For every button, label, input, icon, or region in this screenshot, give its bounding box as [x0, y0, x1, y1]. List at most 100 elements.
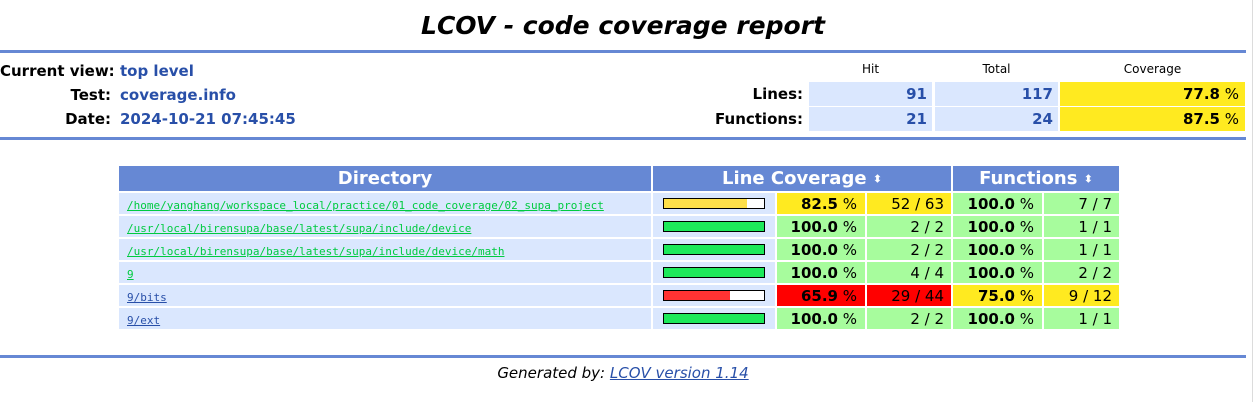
table-row: 9 100.0 % 4 / 4 100.0 % 2 / 2 [119, 262, 1119, 283]
footer-divider [0, 355, 1246, 358]
header-divider [0, 137, 1246, 140]
title-divider [0, 50, 1246, 53]
test-label: Test: [70, 86, 111, 104]
coverage-bar [663, 313, 765, 324]
line-coverage-percent: 100.0 % [777, 262, 865, 283]
functions-stats-row: Functions: 21 24 87.5 % [700, 107, 1245, 131]
directory-link[interactable]: /usr/local/birensupa/base/latest/supa/in… [127, 221, 472, 235]
header-info: Current view: top level Test: coverage.inf… [0, 59, 296, 131]
coverage-bar-fill [664, 199, 747, 208]
functions-total: 24 [935, 107, 1058, 131]
directory-link[interactable]: 9/ext [127, 313, 161, 327]
table-header-row: Directory Line Coverage ⬍ Functions ⬍ [119, 166, 1119, 191]
directory-cell: /home/yanghang/workspace_local/practice/… [119, 193, 651, 214]
coverage-bar-cell [653, 308, 775, 329]
coverage-bar-cell [653, 262, 775, 283]
functions-coverage: 87.5 % [1060, 107, 1245, 131]
functions-column-header[interactable]: Functions ⬍ [953, 166, 1119, 191]
line-coverage-percent: 100.0 % [777, 308, 865, 329]
stats-header-row: Hit Total Coverage [700, 57, 1245, 81]
directory-column-header: Directory [119, 166, 651, 191]
line-hits: 2 / 2 [867, 239, 951, 260]
directory-cell: 9/bits [119, 285, 651, 306]
date-label: Date: [65, 110, 111, 128]
directory-link[interactable]: /home/yanghang/workspace_local/practice/… [127, 198, 604, 212]
coverage-bar [663, 290, 765, 301]
directory-cell: /usr/local/birensupa/base/latest/supa/in… [119, 216, 651, 237]
line-coverage-percent: 100.0 % [777, 239, 865, 260]
line-hits: 2 / 2 [867, 216, 951, 237]
current-view-row: Current view: top level [0, 59, 296, 83]
functions-hit: 21 [809, 107, 932, 131]
coverage-bar [663, 221, 765, 232]
coverage-bar-fill [664, 314, 764, 323]
hit-column-header: Hit [861, 62, 880, 76]
lines-hit: 91 [809, 82, 932, 106]
lcov-version-link[interactable]: LCOV version 1.14 [609, 364, 749, 382]
line-hits: 4 / 4 [867, 262, 951, 283]
function-hits: 1 / 1 [1044, 239, 1119, 260]
coverage-bar-cell [653, 285, 775, 306]
function-coverage-percent: 75.0 % [953, 285, 1042, 306]
line-coverage-column-header[interactable]: Line Coverage ⬍ [653, 166, 951, 191]
line-coverage-percent: 82.5 % [777, 193, 865, 214]
lcov-report-page: LCOV - code coverage report Current view… [0, 11, 1246, 388]
window-edge [1252, 0, 1253, 402]
function-hits: 2 / 2 [1044, 262, 1119, 283]
coverage-bar-cell [653, 193, 775, 214]
sort-icon[interactable]: ⬍ [1083, 172, 1093, 186]
current-view-value: top level [120, 62, 194, 80]
table-row: 9/ext 100.0 % 2 / 2 100.0 % 1 / 1 [119, 308, 1119, 329]
line-coverage-percent: 65.9 % [777, 285, 865, 306]
directory-cell: 9/ext [119, 308, 651, 329]
coverage-bar-fill [664, 291, 730, 300]
total-column-header: Total [982, 62, 1011, 76]
table-row: 9/bits 65.9 % 29 / 44 75.0 % 9 / 12 [119, 285, 1119, 306]
coverage-bar-cell [653, 216, 775, 237]
coverage-table-section: Directory Line Coverage ⬍ Functions ⬍ /h… [0, 140, 1246, 355]
footer: Generated by: LCOV version 1.14 [0, 358, 1246, 388]
line-hits: 29 / 44 [867, 285, 951, 306]
coverage-bar [663, 244, 765, 255]
page-title: LCOV - code coverage report [421, 11, 825, 40]
summary-stats: Hit Total Coverage Lines: 91 117 77.8 % … [700, 57, 1245, 132]
function-coverage-percent: 100.0 % [953, 239, 1042, 260]
generated-by-label: Generated by: [497, 364, 610, 382]
coverage-table: Directory Line Coverage ⬍ Functions ⬍ /h… [117, 164, 1121, 331]
coverage-column-header: Coverage [1123, 62, 1182, 76]
line-coverage-percent: 100.0 % [777, 216, 865, 237]
directory-link[interactable]: 9 [127, 267, 134, 281]
function-hits: 1 / 1 [1044, 308, 1119, 329]
directory-link[interactable]: 9/bits [127, 290, 167, 304]
coverage-bar-cell [653, 239, 775, 260]
lines-coverage: 77.8 % [1060, 82, 1245, 106]
function-hits: 7 / 7 [1044, 193, 1119, 214]
report-header: Current view: top level Test: coverage.inf… [0, 53, 1246, 137]
function-coverage-percent: 100.0 % [953, 262, 1042, 283]
date-row: Date: 2024-10-21 07:45:45 [0, 107, 296, 131]
table-row: /usr/local/birensupa/base/latest/supa/in… [119, 216, 1119, 237]
coverage-bar-fill [664, 222, 764, 231]
date-value: 2024-10-21 07:45:45 [120, 110, 296, 128]
coverage-bar-fill [664, 268, 764, 277]
sort-icon[interactable]: ⬍ [872, 172, 883, 186]
directory-cell: 9 [119, 262, 651, 283]
table-row: /home/yanghang/workspace_local/practice/… [119, 193, 1119, 214]
line-hits: 2 / 2 [867, 308, 951, 329]
lines-label: Lines: [752, 85, 803, 103]
function-coverage-percent: 100.0 % [953, 216, 1042, 237]
directory-cell: /usr/local/birensupa/base/latest/supa/in… [119, 239, 651, 260]
table-row: /usr/local/birensupa/base/latest/supa/in… [119, 239, 1119, 260]
test-value: coverage.info [120, 86, 236, 104]
line-hits: 52 / 63 [867, 193, 951, 214]
functions-label: Functions: [715, 110, 803, 128]
lines-stats-row: Lines: 91 117 77.8 % [700, 82, 1245, 106]
test-row: Test: coverage.info [0, 83, 296, 107]
function-coverage-percent: 100.0 % [953, 193, 1042, 214]
coverage-bar-fill [664, 245, 764, 254]
directory-link[interactable]: /usr/local/birensupa/base/latest/supa/in… [127, 244, 505, 258]
current-view-label: Current view: [0, 62, 115, 80]
coverage-bar [663, 267, 765, 278]
function-coverage-percent: 100.0 % [953, 308, 1042, 329]
lines-total: 117 [935, 82, 1058, 106]
